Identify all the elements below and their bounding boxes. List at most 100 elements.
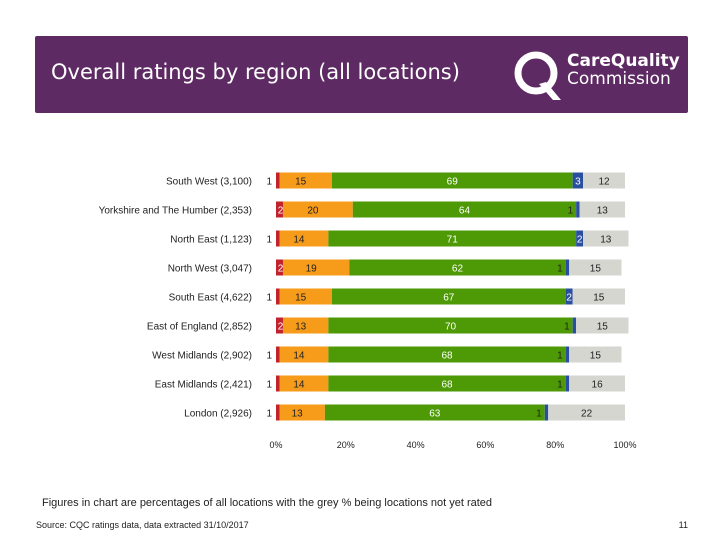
bar-segment: [279, 346, 329, 363]
bar-segment: [576, 230, 584, 247]
x-tick-label: 60%: [476, 440, 494, 450]
data-label: 15: [590, 264, 602, 275]
data-label: 68: [441, 380, 453, 391]
data-label: 19: [306, 264, 318, 275]
category-label: East of England (2,852): [147, 322, 252, 333]
category-label: North East (1,123): [170, 235, 252, 246]
x-tick-label: 0%: [269, 440, 282, 450]
bar-segment: [282, 201, 353, 218]
bar-segment: [276, 288, 280, 305]
x-tick-label: 100%: [613, 440, 636, 450]
data-label: 2: [577, 235, 583, 246]
cqc-logo-icon: [514, 51, 561, 100]
data-label: 15: [295, 293, 307, 304]
data-label: 70: [445, 322, 457, 333]
bar-segment: [276, 259, 283, 276]
category-label: North West (3,047): [168, 264, 252, 275]
bar-segment: [331, 288, 566, 305]
bar-segment: [572, 172, 584, 189]
bar-segment: [572, 288, 625, 305]
category-label: South East (4,622): [169, 293, 252, 304]
data-label: 1: [564, 322, 570, 333]
logo-line-1: CareQuality: [567, 51, 680, 71]
data-label: 68: [441, 351, 453, 362]
bar-segment: [583, 230, 629, 247]
data-label: 62: [452, 264, 464, 275]
bar-segment: [324, 404, 545, 421]
bar-segment: [282, 317, 329, 334]
bar-segment: [565, 375, 570, 392]
data-label: 2: [566, 293, 572, 304]
bar-segment: [276, 346, 280, 363]
data-label: 1: [266, 380, 272, 391]
data-label: 1: [568, 206, 574, 217]
data-label: 1: [536, 409, 542, 420]
category-label: West Midlands (2,902): [152, 351, 252, 362]
x-tick-label: 80%: [546, 440, 564, 450]
bar-segment: [331, 172, 573, 189]
logo-line-2: Commission: [567, 69, 671, 89]
data-label: 2: [278, 206, 284, 217]
bar-segment: [282, 259, 350, 276]
data-label: 16: [592, 380, 604, 391]
bar-segment: [276, 172, 280, 189]
bar-segment: [279, 404, 325, 421]
data-label: 69: [447, 177, 459, 188]
data-label: 15: [590, 351, 602, 362]
bar-segment: [576, 317, 629, 334]
data-label: 13: [600, 235, 612, 246]
data-label: 15: [295, 177, 307, 188]
bar-segment: [565, 288, 573, 305]
bar-segment: [328, 346, 566, 363]
data-label: 15: [593, 293, 605, 304]
data-label: 14: [293, 380, 305, 391]
cqc-logo-text: CareQuality Commission: [567, 52, 680, 88]
category-label: Yorkshire and The Humber (2,353): [99, 206, 252, 217]
bar-segment: [569, 259, 622, 276]
bar-segment: [349, 259, 566, 276]
data-label: 15: [597, 322, 609, 333]
bar-segment: [583, 172, 625, 189]
category-label: London (2,926): [184, 409, 252, 420]
data-label: 1: [266, 235, 272, 246]
data-label: 13: [292, 409, 304, 420]
chart-note: Figures in chart are percentages of all …: [42, 497, 493, 509]
category-label: East Midlands (2,421): [155, 380, 252, 391]
data-label: 1: [266, 409, 272, 420]
x-tick-label: 40%: [407, 440, 425, 450]
data-label: 22: [581, 409, 593, 420]
data-label: 1: [266, 177, 272, 188]
data-label: 63: [429, 409, 441, 420]
page-title: Overall ratings by region (all locations…: [51, 60, 460, 84]
bar-segment: [569, 346, 622, 363]
data-label: 64: [459, 206, 471, 217]
bar-segment: [548, 404, 625, 421]
bar-segment: [576, 201, 580, 218]
data-label: 13: [597, 206, 609, 217]
data-label: 12: [598, 177, 610, 188]
bar-segment: [279, 230, 329, 247]
data-label: 14: [293, 351, 305, 362]
bar-segment: [579, 201, 625, 218]
data-label: 2: [278, 264, 284, 275]
bar-segment: [279, 375, 329, 392]
data-label: 13: [295, 322, 307, 333]
bar-segment: [565, 259, 570, 276]
bar-segment: [279, 288, 332, 305]
bar-segment: [279, 172, 332, 189]
x-tick-label: 20%: [337, 440, 355, 450]
category-label: South West (3,100): [166, 177, 252, 188]
data-label: 1: [266, 351, 272, 362]
bar-segment: [276, 317, 283, 334]
bar-segment: [544, 404, 549, 421]
data-label: 1: [557, 351, 563, 362]
source-text: Source: CQC ratings data, data extracted…: [36, 520, 249, 530]
bar-segment: [572, 317, 577, 334]
data-label: 1: [266, 293, 272, 304]
bar-segment: [276, 201, 283, 218]
data-label: 67: [443, 293, 455, 304]
data-label: 3: [575, 177, 581, 188]
bar-segment: [328, 375, 566, 392]
data-label: 2: [278, 322, 284, 333]
